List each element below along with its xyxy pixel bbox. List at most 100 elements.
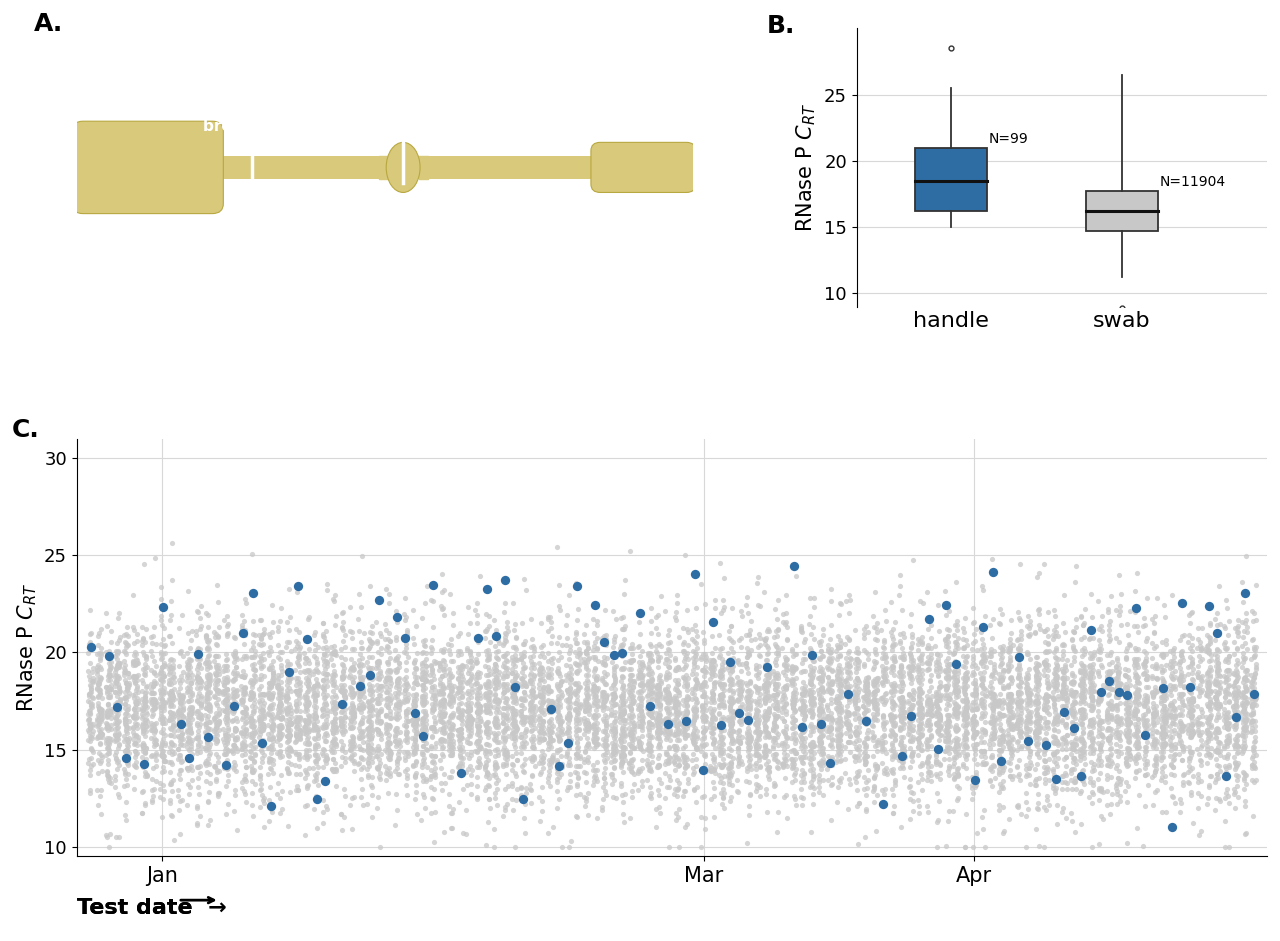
Point (1222, 699, 1243, 714)
Point (883, 718, 904, 733)
Point (667, 789, 687, 804)
Point (925, 705, 946, 720)
Point (268, 719, 288, 734)
Point (755, 692, 776, 707)
Point (1134, 611, 1155, 626)
Point (118, 758, 138, 773)
Point (1119, 742, 1139, 757)
Point (187, 640, 207, 655)
Point (1226, 699, 1247, 714)
Point (170, 826, 191, 841)
Point (655, 603, 676, 618)
Point (515, 678, 535, 693)
Point (387, 803, 407, 818)
Point (593, 684, 613, 699)
Point (513, 733, 534, 748)
Point (358, 677, 379, 692)
Point (1204, 743, 1225, 758)
Point (774, 668, 795, 683)
Point (666, 689, 686, 704)
Point (498, 699, 518, 714)
Point (938, 710, 959, 726)
Point (1128, 652, 1148, 667)
Point (1236, 707, 1257, 722)
Point (315, 666, 335, 681)
Point (710, 745, 731, 760)
Point (686, 708, 707, 723)
Point (947, 640, 968, 655)
Point (303, 708, 324, 723)
Point (241, 713, 261, 728)
Point (1204, 700, 1225, 715)
Point (398, 691, 419, 706)
Point (974, 750, 995, 765)
Point (252, 718, 273, 733)
Point (1088, 652, 1108, 667)
Point (196, 629, 216, 644)
Point (547, 678, 567, 694)
Point (407, 806, 428, 821)
Point (177, 760, 197, 775)
Point (1038, 604, 1059, 619)
Point (657, 723, 677, 738)
Point (236, 714, 256, 729)
Point (1219, 789, 1239, 804)
Point (786, 733, 806, 748)
Point (755, 724, 776, 739)
Point (813, 721, 833, 736)
Point (1020, 685, 1041, 700)
Point (1119, 742, 1139, 757)
Point (225, 733, 246, 748)
Point (982, 732, 1002, 747)
Point (831, 705, 851, 720)
Point (412, 714, 433, 729)
Point (1055, 732, 1075, 747)
Point (106, 711, 127, 726)
Point (827, 663, 847, 678)
Point (929, 701, 950, 716)
Point (655, 754, 676, 769)
Point (133, 726, 154, 741)
Point (801, 751, 822, 766)
Point (846, 645, 867, 660)
Point (786, 746, 806, 761)
Point (460, 644, 480, 659)
Point (925, 767, 946, 782)
Point (127, 717, 147, 732)
Point (196, 732, 216, 747)
Point (667, 691, 687, 706)
Point (1071, 658, 1092, 673)
Point (993, 708, 1014, 723)
Point (396, 682, 416, 697)
Point (658, 715, 678, 730)
Point (152, 698, 173, 713)
Point (1038, 679, 1059, 694)
Point (1064, 761, 1084, 776)
Point (88, 702, 109, 717)
Point (371, 678, 392, 694)
Point (655, 700, 676, 715)
Point (828, 629, 849, 644)
Point (125, 717, 146, 732)
Point (159, 662, 179, 677)
Point (745, 710, 765, 725)
Point (791, 755, 812, 770)
Point (431, 584, 452, 599)
Point (902, 630, 923, 645)
Point (200, 697, 220, 712)
Point (603, 662, 623, 677)
Point (1226, 621, 1247, 636)
Point (1204, 646, 1225, 662)
Point (512, 664, 532, 679)
Point (150, 775, 170, 790)
Point (1226, 694, 1247, 710)
Point (164, 710, 184, 726)
Point (1043, 763, 1064, 778)
Point (672, 705, 692, 720)
Point (1156, 736, 1176, 751)
Point (380, 752, 401, 767)
Point (908, 695, 928, 710)
Point (594, 664, 614, 679)
Point (1234, 636, 1254, 651)
Point (196, 606, 216, 621)
